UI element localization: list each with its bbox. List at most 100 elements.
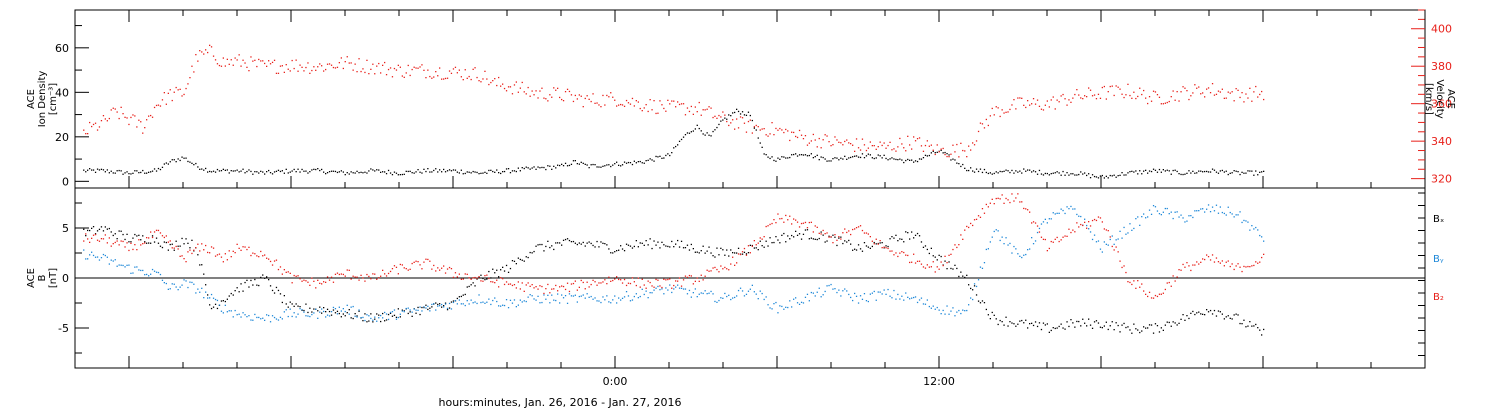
top-series-point	[773, 159, 775, 162]
top-series-point	[1158, 168, 1161, 171]
bottom-series-point	[397, 316, 399, 319]
top-series-point	[1080, 171, 1082, 173]
bottom-series-point	[869, 236, 871, 238]
bottom-series-point	[207, 294, 209, 296]
x-axis-tick-label: 12:00	[923, 375, 955, 388]
bottom-series-point	[311, 277, 313, 279]
top-series-point	[401, 75, 403, 77]
top-series-point	[629, 103, 632, 105]
bottom-series-point	[859, 295, 862, 297]
bottom-series-point	[1095, 219, 1098, 222]
top-series-point	[1225, 97, 1227, 99]
bottom-series-point	[1164, 288, 1166, 291]
bottom-series-point	[1249, 266, 1251, 268]
bottom-series-point	[997, 323, 999, 326]
top-series-point	[1070, 173, 1072, 175]
bottom-series-point	[848, 293, 850, 296]
bottom-series-point	[496, 300, 498, 303]
top-series-point	[688, 110, 691, 113]
bottom-series-point	[275, 286, 278, 289]
bottom-series-point	[397, 273, 399, 275]
top-series-point	[146, 119, 148, 121]
bottom-series-point	[887, 247, 889, 250]
bottom-series-point	[313, 312, 315, 314]
bottom-series-point	[1046, 222, 1048, 224]
bottom-series-point	[429, 310, 431, 312]
bottom-series-point	[303, 309, 305, 312]
top-series-point	[822, 139, 824, 141]
bottom-series-point	[513, 299, 516, 301]
bottom-series-point	[100, 238, 103, 240]
bottom-series-point	[1231, 213, 1233, 215]
bottom-series-point	[826, 232, 828, 234]
bottom-series-point	[336, 313, 339, 315]
bottom-series-point	[1204, 314, 1206, 316]
bottom-series-point	[325, 281, 327, 283]
bottom-series-point	[171, 243, 173, 245]
bottom-series-point	[1007, 325, 1009, 327]
bottom-series-point	[1239, 211, 1241, 213]
bottom-series-point	[564, 295, 567, 297]
bottom-series-point	[751, 244, 753, 247]
bottom-series-point	[714, 256, 716, 258]
bottom-series-point	[1202, 313, 1204, 315]
bottom-series-point	[358, 309, 360, 311]
bottom-series-point	[734, 264, 736, 266]
bottom-series-point	[580, 279, 582, 282]
bottom-series-point	[783, 221, 785, 223]
bottom-series-point	[718, 271, 720, 273]
bottom-series-point	[1021, 201, 1023, 203]
top-series-point	[905, 159, 907, 162]
top-series-point	[1245, 93, 1247, 95]
bottom-series-point	[977, 215, 980, 217]
top-series-point	[781, 129, 783, 131]
top-series-point	[338, 171, 340, 173]
bottom-series-point	[144, 274, 146, 276]
bottom-series-point	[755, 247, 757, 249]
top-series-point	[250, 56, 252, 58]
bottom-series-point	[482, 277, 484, 280]
top-series-point	[995, 106, 997, 108]
top-series-point	[680, 103, 683, 105]
bottom-series-point	[1247, 221, 1249, 223]
bottom-series-point	[999, 239, 1001, 242]
bottom-series-point	[87, 238, 89, 240]
bottom-series-point	[1042, 221, 1045, 223]
top-series-point	[620, 165, 622, 167]
bottom-series-point	[960, 234, 962, 236]
top-series-point	[446, 170, 449, 172]
bottom-series-point	[1088, 221, 1090, 223]
top-series-point	[975, 140, 978, 142]
bottom-series-point	[1070, 231, 1072, 234]
bottom-series-point	[441, 267, 443, 269]
top-series-point	[1154, 169, 1157, 171]
bottom-series-point	[478, 277, 480, 279]
top-series-point	[1003, 112, 1005, 114]
top-series-point	[1164, 170, 1166, 172]
top-series-point	[201, 168, 203, 170]
bottom-left-axis-label-line: [nT]	[48, 268, 59, 288]
bottom-series-point	[1227, 315, 1229, 317]
bottom-series-point	[576, 301, 578, 303]
bottom-series-point	[295, 316, 297, 318]
bottom-series-point	[431, 268, 433, 270]
top-series-point	[1209, 171, 1212, 173]
bottom-series-point	[185, 280, 187, 282]
top-series-point	[185, 87, 187, 90]
bottom-series-point	[210, 307, 213, 310]
top-series-point	[580, 161, 582, 163]
bottom-series-point	[582, 294, 584, 296]
bottom-series-point	[922, 303, 925, 305]
bottom-series-point	[753, 291, 755, 293]
top-series-point	[1249, 170, 1251, 172]
top-series-point	[631, 97, 634, 100]
bottom-series-point	[100, 257, 103, 259]
bottom-series-point	[625, 243, 628, 245]
bottom-series-point	[1196, 312, 1198, 314]
bottom-series-point	[291, 282, 293, 284]
bottom-series-point	[1091, 219, 1094, 222]
top-series-point	[236, 169, 238, 171]
top-series-point	[521, 167, 523, 169]
top-series-point	[771, 156, 773, 158]
